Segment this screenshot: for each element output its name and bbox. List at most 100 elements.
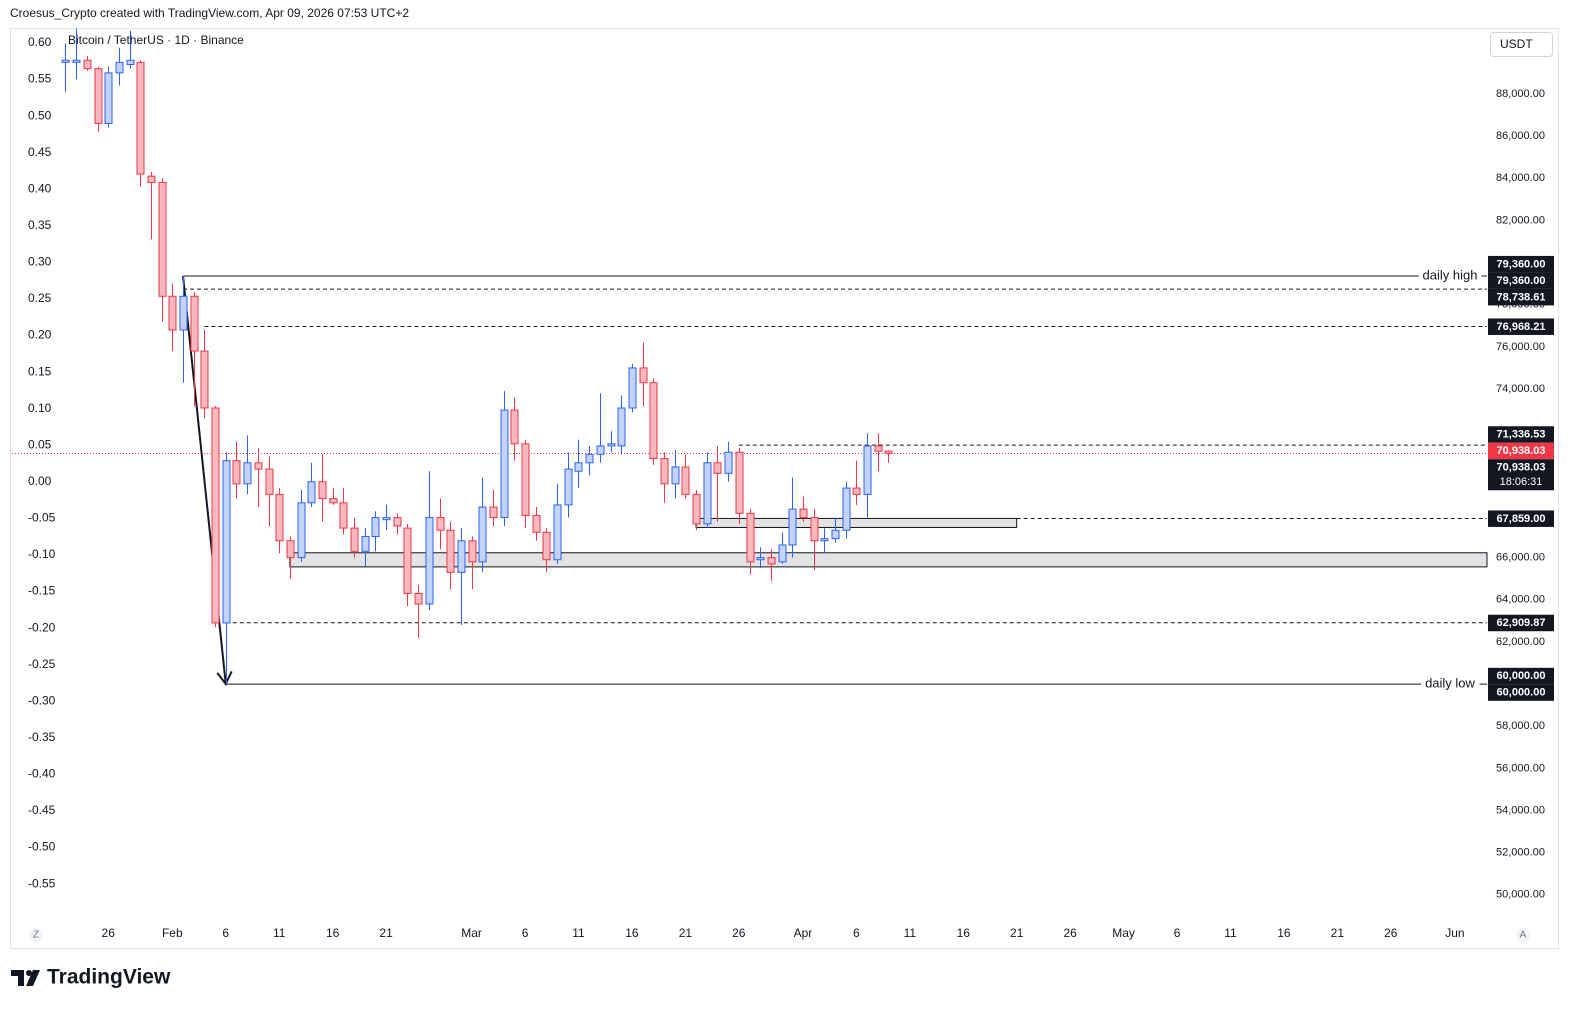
candle-body: [446, 529, 455, 573]
candle-body: [211, 407, 220, 624]
y2-tick-label: 0.45: [28, 145, 52, 159]
candle-body: [842, 487, 851, 531]
symbol-title: Bitcoin / TetherUS · 1D · Binance: [68, 33, 244, 47]
axis-button[interactable]: [29, 928, 43, 942]
price-label: 79,360.00: [1497, 258, 1546, 270]
x-tick-label: 6: [853, 926, 860, 940]
price-label-box: [1488, 510, 1554, 527]
axis-button[interactable]: [1516, 928, 1530, 942]
y2-tick-label: 0.50: [28, 108, 52, 122]
x-tick-label: 26: [1063, 926, 1077, 940]
price-label-box: [1488, 459, 1554, 491]
candle-body: [703, 462, 712, 525]
x-tick-label: 16: [625, 926, 639, 940]
y2-tick-label: -0.10: [28, 547, 56, 561]
x-tick-label: 16: [1277, 926, 1291, 940]
candle-body: [61, 59, 70, 63]
candle-body: [852, 487, 861, 495]
candle-body: [863, 445, 872, 495]
y-tick-label: 50,000.00: [1496, 889, 1545, 901]
x-tick-label: 11: [904, 926, 917, 940]
x-tick-label: 6: [522, 926, 529, 940]
y2-tick-label: -0.20: [28, 620, 56, 634]
logo-shape: [26, 970, 40, 986]
candle-body: [510, 409, 519, 445]
y-tick-label: 82,000.00: [1496, 214, 1545, 226]
candle-body: [436, 517, 445, 531]
price-label-box: [1488, 426, 1554, 443]
candle-body: [553, 504, 562, 561]
candle-body: [393, 517, 402, 527]
candle-body: [83, 59, 92, 70]
y2-tick-label: -0.25: [28, 657, 56, 671]
y2-tick-label: 0.35: [28, 218, 52, 232]
level-label: daily low: [1425, 676, 1475, 691]
y2-tick-label: 0.25: [28, 291, 52, 305]
x-tick-label: 11: [572, 926, 585, 940]
candle-body: [414, 592, 423, 605]
candle-body: [361, 536, 370, 552]
candle-body: [350, 527, 359, 552]
axis-button-label[interactable]: Z: [33, 930, 39, 941]
candle-body: [200, 350, 209, 409]
candle-body: [457, 540, 466, 573]
x-tick-label: 21: [379, 926, 393, 940]
candle-body: [607, 443, 616, 447]
candle-body: [243, 462, 252, 485]
y2-tick-label: -0.30: [28, 693, 56, 707]
x-tick-label: 26: [1384, 926, 1398, 940]
candle-body: [232, 460, 241, 485]
candle-body: [649, 382, 658, 460]
candle-body: [585, 453, 594, 464]
candle-body: [179, 295, 188, 331]
price-label: 70,938.03: [1497, 445, 1546, 457]
candle-body: [265, 468, 274, 495]
y2-tick-label: -0.35: [28, 730, 56, 744]
candle-body: [136, 61, 145, 175]
x-tick-label: 21: [1010, 926, 1024, 940]
y-tick-label: 76,000.00: [1496, 341, 1545, 353]
x-tick-label: 16: [326, 926, 340, 940]
axis-button-label[interactable]: A: [1520, 930, 1527, 941]
candle-body: [329, 498, 338, 504]
price-label-box: [1488, 684, 1554, 701]
candle-body: [126, 59, 135, 65]
candle-body: [596, 445, 605, 455]
y2-tick-label: 0.15: [28, 364, 52, 378]
price-label-box: [1488, 614, 1554, 632]
candle-body: [147, 175, 156, 183]
candle-body: [489, 506, 498, 519]
y2-tick-label: 0.05: [28, 437, 52, 451]
x-tick-label: 21: [679, 926, 693, 940]
candle-body: [660, 458, 669, 485]
candle-body: [339, 502, 348, 529]
y2-tick-label: 0.40: [28, 181, 52, 195]
candle-body: [104, 72, 113, 124]
price-label: 71,336.53: [1497, 429, 1546, 441]
y-tick-label: 88,000.00: [1496, 88, 1545, 100]
candle-body: [286, 540, 295, 559]
x-tick-label: 16: [957, 926, 971, 940]
candle-body: [275, 493, 284, 542]
currency-label[interactable]: USDT: [1500, 37, 1533, 51]
x-tick-label: 21: [1331, 926, 1345, 940]
candle-body: [115, 61, 124, 74]
x-tick-label: May: [1112, 926, 1135, 940]
candle-body: [810, 517, 819, 542]
candle-body: [318, 481, 327, 500]
x-tick-label: Feb: [162, 926, 183, 940]
candle-body: [72, 59, 81, 63]
countdown: 18:06:31: [1500, 476, 1543, 488]
candle-body: [403, 527, 412, 594]
candle-body: [521, 443, 530, 516]
price-label: 78,738.61: [1497, 291, 1546, 303]
price-label: 76,968.21: [1497, 321, 1546, 333]
y2-tick-label: 0.30: [28, 255, 52, 269]
price-label: 70,938.03: [1497, 462, 1546, 474]
currency-button[interactable]: [1490, 32, 1553, 57]
y2-tick-label: 0.55: [28, 72, 52, 86]
candle-body: [724, 451, 733, 474]
y-tick-label: 66,000.00: [1496, 552, 1545, 564]
candle-body: [639, 367, 648, 384]
